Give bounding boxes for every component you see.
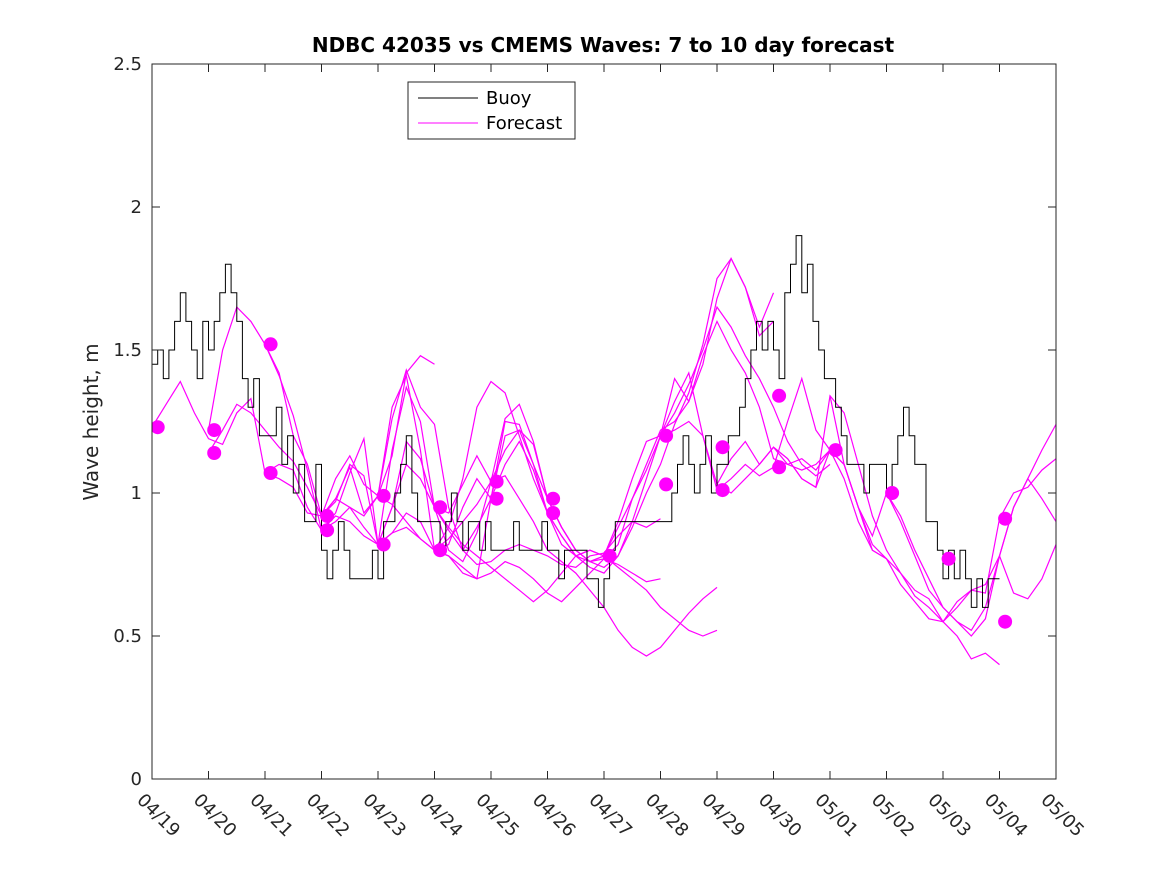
forecast-marker	[659, 428, 674, 443]
x-tick-label: 04/25	[471, 790, 523, 842]
x-tick-label: 05/02	[867, 790, 919, 842]
forecast-marker	[376, 488, 391, 503]
forecast-series-line	[264, 373, 549, 552]
forecast-series-line	[264, 344, 549, 545]
forecast-marker	[546, 491, 561, 506]
legend-box	[407, 81, 576, 140]
forecast-marker	[207, 446, 222, 460]
forecast-series-line	[321, 429, 605, 580]
forecast-marker	[320, 523, 335, 538]
legend-label-buoy: Buoy	[486, 88, 532, 109]
x-tick-label: 04/24	[415, 790, 467, 842]
forecast-marker	[998, 511, 1013, 526]
x-tick-label: 04/30	[754, 790, 806, 842]
x-tick-label: 04/19	[132, 790, 184, 842]
forecast-marker	[772, 460, 787, 475]
y-axis: 0 0.5 1 1.5 2 2.5	[113, 54, 1056, 790]
x-tick-label: 04/26	[528, 790, 580, 842]
forecast-marker	[376, 537, 391, 552]
y-tick-label: 0.5	[113, 626, 142, 647]
forecast-series-line	[377, 495, 661, 603]
forecast-series-line	[546, 305, 831, 563]
legend: Buoy Forecast	[407, 81, 576, 140]
forecast-marker	[772, 388, 787, 403]
forecast-marker	[828, 443, 843, 458]
series-layer	[152, 235, 1056, 666]
buoy-series-line	[152, 235, 1000, 608]
forecast-marker	[433, 500, 448, 515]
forecast-series-line	[942, 544, 1056, 623]
forecast-marker	[263, 466, 278, 480]
forecast-marker	[602, 548, 617, 563]
y-tick-label: 1	[131, 483, 142, 504]
x-tick-label: 04/22	[302, 790, 354, 842]
y-tick-label: 2	[131, 197, 142, 218]
x-tick-label: 04/21	[245, 790, 297, 842]
forecast-marker	[885, 486, 900, 500]
forecast-series-line	[207, 305, 492, 563]
y-tick-label: 1.5	[113, 340, 142, 361]
forecast-series-line	[659, 371, 944, 623]
forecast-marker	[489, 474, 504, 489]
x-tick-label: 05/03	[923, 790, 975, 842]
forecast-series-line	[885, 477, 1056, 637]
forecast-marker	[941, 551, 956, 566]
forecast-marker	[715, 440, 730, 455]
x-tick-label: 04/27	[584, 790, 636, 842]
y-axis-label: Wave height, m	[79, 343, 103, 500]
chart-title: NDBC 42035 vs CMEMS Waves: 7 to 10 day f…	[312, 33, 895, 57]
forecast-marker	[152, 420, 165, 435]
forecast-series-line	[207, 368, 492, 552]
forecast-marker	[715, 483, 730, 498]
x-tick-label: 05/05	[1036, 790, 1088, 842]
x-tick-label: 05/04	[980, 790, 1032, 842]
forecast-marker	[659, 477, 674, 492]
forecast-marker	[320, 508, 335, 523]
forecast-series-line	[490, 257, 775, 569]
forecast-marker	[207, 423, 222, 438]
forecast-marker	[263, 337, 278, 352]
forecast-series-line	[377, 463, 661, 569]
legend-label-forecast: Forecast	[486, 113, 562, 134]
forecast-series-line	[829, 395, 1056, 623]
plot-area-frame	[151, 63, 1057, 780]
forecast-marker	[433, 543, 448, 558]
x-tick-label: 04/28	[641, 790, 693, 842]
x-tick-label: 04/20	[189, 790, 241, 842]
y-tick-label: 2.5	[113, 54, 142, 75]
x-axis: 04/19 04/20 04/21 04/22 04/23 04/24 04/25 04/26…	[132, 64, 1088, 841]
forecast-marker	[489, 491, 504, 506]
forecast-marker	[546, 506, 561, 520]
x-tick-label: 04/23	[358, 790, 410, 842]
forecast-series-line	[434, 475, 718, 657]
x-tick-label: 04/29	[697, 790, 749, 842]
forecast-marker	[998, 614, 1013, 629]
y-tick-label: 0	[131, 769, 142, 790]
x-tick-label: 05/01	[810, 790, 862, 842]
forecast-series-line	[716, 394, 1000, 666]
